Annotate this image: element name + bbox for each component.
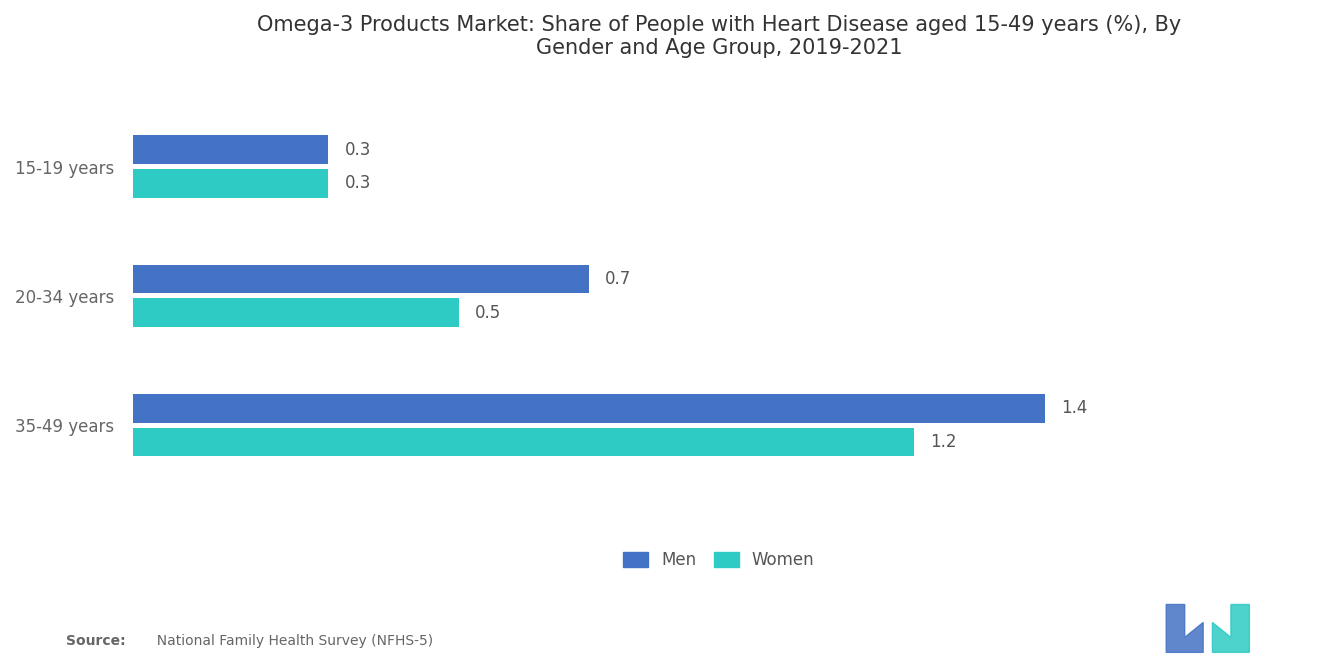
Text: Source:: Source: [66, 634, 125, 648]
Text: 0.5: 0.5 [475, 304, 502, 322]
Text: National Family Health Survey (NFHS-5): National Family Health Survey (NFHS-5) [148, 634, 433, 648]
Text: 0.3: 0.3 [345, 141, 371, 159]
Bar [133, 428, 915, 456]
Text: 1.2: 1.2 [931, 433, 957, 451]
Polygon shape [1166, 604, 1203, 652]
Text: 0.7: 0.7 [605, 270, 631, 288]
Bar [133, 394, 1044, 423]
Bar [133, 265, 589, 293]
Text: 0.3: 0.3 [345, 174, 371, 192]
Legend: Men, Women: Men, Women [616, 545, 821, 576]
Text: 1.4: 1.4 [1061, 400, 1088, 418]
Polygon shape [1213, 604, 1250, 652]
Bar [133, 136, 329, 164]
Bar [133, 169, 329, 198]
Bar [133, 299, 458, 327]
Title: Omega-3 Products Market: Share of People with Heart Disease aged 15-49 years (%): Omega-3 Products Market: Share of People… [257, 15, 1181, 59]
